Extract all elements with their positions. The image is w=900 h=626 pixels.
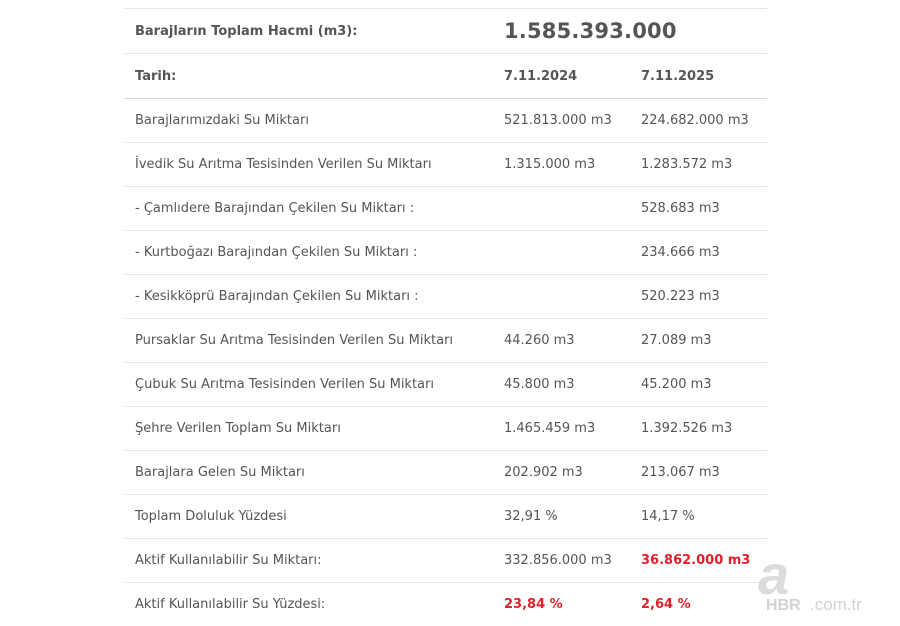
- table-row: Şehre Verilen Toplam Su Miktarı 1.465.45…: [124, 406, 767, 450]
- row-value-2025: 27.089 m3: [641, 333, 712, 348]
- row-value-2024: 332.856.000 m3: [504, 553, 612, 568]
- row-value-2024: 32,91 %: [504, 509, 558, 524]
- water-table: Barajların Toplam Hacmi (m3): 1.585.393.…: [124, 8, 767, 626]
- row-value-2024-highlight: 23,84 %: [504, 597, 563, 612]
- watermark-brand: HBR: [766, 597, 801, 614]
- table-row: - Kurtboğazı Barajından Çekilen Su Mikta…: [124, 230, 767, 274]
- table-row: Aktif Kullanılabilir Su Miktarı: 332.856…: [124, 538, 767, 582]
- row-label: Pursaklar Su Arıtma Tesisinden Verilen S…: [135, 333, 454, 348]
- table-row: Aktif Kullanılabilir Su Yüzdesi: 23,84 %…: [124, 582, 767, 626]
- row-label: Aktif Kullanılabilir Su Miktarı:: [135, 553, 322, 568]
- row-value-2024: 45.800 m3: [504, 377, 575, 392]
- row-value-2025: 1.283.572 m3: [641, 157, 733, 172]
- summary-label: Barajların Toplam Hacmi (m3):: [135, 23, 358, 39]
- row-label: Toplam Doluluk Yüzdesi: [135, 509, 287, 524]
- table-row: Çubuk Su Arıtma Tesisinden Verilen Su Mi…: [124, 362, 767, 406]
- table-header: Tarih: 7.11.2024 7.11.2025: [124, 53, 767, 99]
- row-value-2025-highlight: 36.862.000 m3: [641, 553, 751, 568]
- row-value-2024: 1.315.000 m3: [504, 157, 596, 172]
- row-label: Çubuk Su Arıtma Tesisinden Verilen Su Mi…: [135, 377, 434, 392]
- row-value-2025-highlight: 2,64 %: [641, 597, 691, 612]
- watermark-domain: .com.tr: [810, 595, 862, 614]
- header-date-2024: 7.11.2024: [504, 68, 578, 84]
- row-value-2024: 521.813.000 m3: [504, 113, 612, 128]
- table-row: - Kesikköprü Barajından Çekilen Su Mikta…: [124, 274, 767, 318]
- row-value-2025: 1.392.526 m3: [641, 421, 733, 436]
- row-value-2025: 224.682.000 m3: [641, 113, 749, 128]
- table-row: Toplam Doluluk Yüzdesi 32,91 % 14,17 %: [124, 494, 767, 538]
- row-value-2025: 213.067 m3: [641, 465, 720, 480]
- hbr-watermark-logo: a HBR .com.tr: [758, 548, 862, 614]
- watermark-letter: a: [758, 548, 789, 606]
- row-value-2025: 528.683 m3: [641, 201, 720, 216]
- row-value-2025: 14,17 %: [641, 509, 695, 524]
- header-date-2025: 7.11.2025: [641, 68, 715, 84]
- summary-row: Barajların Toplam Hacmi (m3): 1.585.393.…: [124, 8, 767, 53]
- table-row: Barajlarımızdaki Su Miktarı 521.813.000 …: [124, 99, 767, 142]
- table-row: Pursaklar Su Arıtma Tesisinden Verilen S…: [124, 318, 767, 362]
- row-value-2024: 44.260 m3: [504, 333, 575, 348]
- row-value-2024: 202.902 m3: [504, 465, 583, 480]
- row-value-2025: 520.223 m3: [641, 289, 720, 304]
- table-row: İvedik Su Arıtma Tesisinden Verilen Su M…: [124, 142, 767, 186]
- row-label: İvedik Su Arıtma Tesisinden Verilen Su M…: [135, 157, 432, 172]
- table-row: - Çamlıdere Barajından Çekilen Su Miktar…: [124, 186, 767, 230]
- row-label: Barajlarımızdaki Su Miktarı: [135, 113, 309, 128]
- row-label: Barajlara Gelen Su Miktarı: [135, 465, 305, 480]
- row-label: - Kesikköprü Barajından Çekilen Su Mikta…: [135, 289, 419, 304]
- summary-value: 1.585.393.000: [504, 19, 677, 43]
- row-label: - Kurtboğazı Barajından Çekilen Su Mikta…: [135, 245, 418, 260]
- row-label: Şehre Verilen Toplam Su Miktarı: [135, 421, 341, 436]
- row-value-2024: 1.465.459 m3: [504, 421, 596, 436]
- row-label: Aktif Kullanılabilir Su Yüzdesi:: [135, 597, 326, 612]
- header-label: Tarih:: [135, 68, 177, 84]
- row-value-2025: 45.200 m3: [641, 377, 712, 392]
- table-row: Barajlara Gelen Su Miktarı 202.902 m3 21…: [124, 450, 767, 494]
- row-label: - Çamlıdere Barajından Çekilen Su Miktar…: [135, 201, 415, 216]
- row-value-2025: 234.666 m3: [641, 245, 720, 260]
